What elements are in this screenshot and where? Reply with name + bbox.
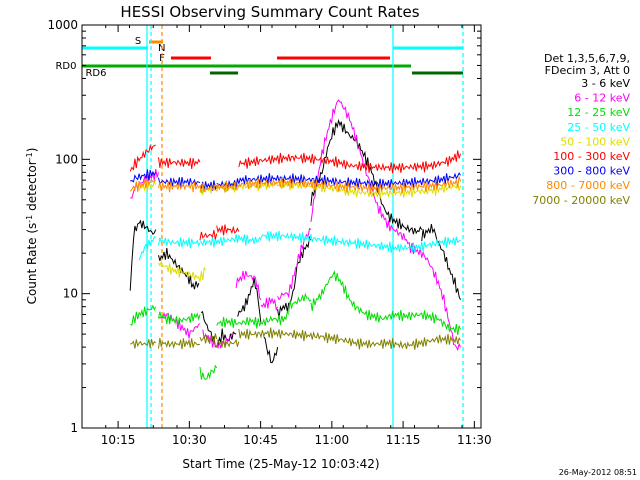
series-line-8 xyxy=(130,338,157,349)
legend-entry: 25 - 50 keV xyxy=(567,121,630,134)
legend-header-line: Det 1,3,5,6,7,9, xyxy=(544,52,630,65)
series-line-6 xyxy=(130,169,157,183)
series-line-7 xyxy=(199,183,218,194)
series-line-0 xyxy=(237,278,262,324)
y-axis-label: Count Rate (s-1 detector-1) xyxy=(25,148,39,305)
series-line-6 xyxy=(199,180,218,192)
series-line-5 xyxy=(158,157,201,169)
x-tick-label: 11:30 xyxy=(457,433,492,447)
series-line-2 xyxy=(199,364,218,380)
series-line-2 xyxy=(130,304,157,326)
series-line-5 xyxy=(216,224,240,236)
series-line-0 xyxy=(421,224,461,301)
plot-frame xyxy=(81,24,482,429)
legend-entry: 100 - 300 keV xyxy=(553,150,630,163)
series-line-0 xyxy=(158,247,200,290)
series-line-7 xyxy=(158,181,201,193)
series-line-8 xyxy=(158,337,201,350)
series-line-2 xyxy=(216,310,290,329)
series-line-1 xyxy=(260,297,279,312)
legend-header-line: FDecim 3, Att 0 xyxy=(545,64,630,77)
legend-entry: 6 - 12 keV xyxy=(574,92,630,105)
x-axis-label: Start Time (25-May-12 10:03:42) xyxy=(182,457,379,471)
series-line-2 xyxy=(288,292,312,313)
timestamp-label: 26-May-2012 08:51 xyxy=(559,468,637,477)
legend-entry: 7000 - 20000 keV xyxy=(532,194,630,207)
series-line-1 xyxy=(310,99,461,351)
x-tick-label: 10:15 xyxy=(101,433,136,447)
series-line-7 xyxy=(216,181,240,193)
series-line-1 xyxy=(235,270,262,301)
series-line-8 xyxy=(199,333,218,345)
y-tick-label: 10 xyxy=(63,287,78,301)
x-tick-label: 10:45 xyxy=(243,433,278,447)
series-line-0 xyxy=(129,219,157,291)
flag-label-f: F xyxy=(159,53,165,64)
chart-title: HESSI Observing Summary Count Rates xyxy=(120,3,419,21)
series-line-0 xyxy=(310,118,423,235)
series-lines xyxy=(129,99,461,380)
series-line-8 xyxy=(238,327,461,350)
x-tick-label: 10:30 xyxy=(172,433,207,447)
series-line-2 xyxy=(158,311,201,326)
flag-label-rd6: RD6 xyxy=(85,68,106,79)
y-tick-label: 1000 xyxy=(47,18,78,32)
legend-entry: 300 - 800 keV xyxy=(553,165,630,178)
series-line-0 xyxy=(263,336,279,364)
y-axis: 1 10 100 1000 xyxy=(47,18,481,435)
plot-data-area xyxy=(129,99,461,380)
x-axis: 10:15 10:30 10:45 11:00 11:15 11:30 xyxy=(81,25,492,447)
series-line-4 xyxy=(199,184,217,196)
series-line-3 xyxy=(260,230,461,253)
series-line-6 xyxy=(158,177,201,189)
series-line-5 xyxy=(129,144,156,172)
series-line-3 xyxy=(199,234,262,248)
legend-entry: 12 - 25 keV xyxy=(567,106,630,119)
legend-entry: 50 - 100 keV xyxy=(560,135,630,148)
series-line-7 xyxy=(238,176,461,195)
series-line-5 xyxy=(238,150,461,174)
x-tick-label: 11:00 xyxy=(315,433,350,447)
legend: Det 1,3,5,6,7,9,FDecim 3, Att 03 - 6 keV… xyxy=(532,52,630,207)
series-line-2 xyxy=(310,270,461,336)
series-line-8 xyxy=(216,338,240,349)
series-line-4 xyxy=(158,260,207,282)
series-line-4 xyxy=(138,180,157,192)
series-line-5 xyxy=(199,229,218,241)
series-line-0 xyxy=(277,235,312,319)
y-tick-label: 1 xyxy=(70,421,78,435)
series-line-3 xyxy=(158,237,201,249)
series-line-7 xyxy=(129,178,157,192)
legend-entry: 3 - 6 keV xyxy=(581,77,630,90)
flag-label-s: S xyxy=(135,36,141,47)
x-tick-label: 11:15 xyxy=(386,433,421,447)
series-line-3 xyxy=(138,235,157,261)
flag-label-rd0: RD0 xyxy=(55,61,76,72)
y-tick-label: 100 xyxy=(55,152,78,166)
series-line-1 xyxy=(202,329,234,349)
legend-entry: 800 - 7000 keV xyxy=(546,179,630,192)
